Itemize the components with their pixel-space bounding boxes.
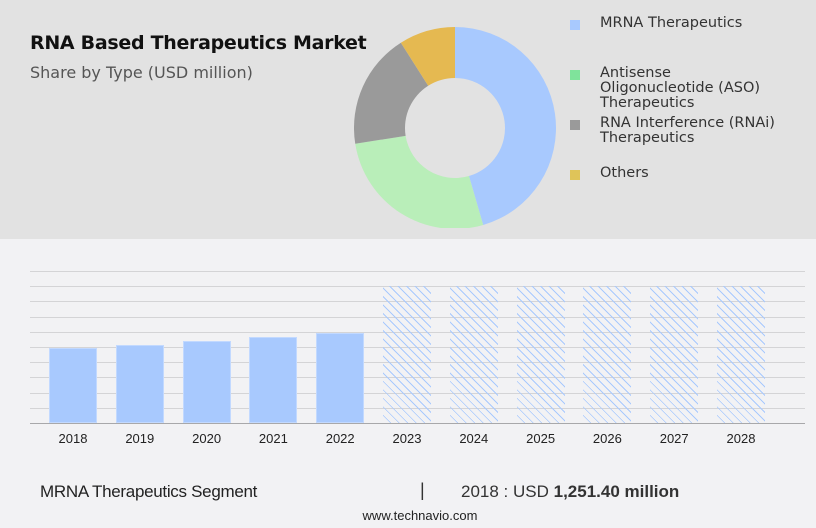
x-tick-label: 2027 [659, 431, 689, 446]
separator: | [420, 480, 425, 500]
bar-chart: 2018 2019 2020 2021 2022 2023 2024 2025 2026 2027… [30, 268, 805, 446]
bar-2019 [115, 345, 164, 423]
donut-chart [354, 27, 556, 228]
legend-swatch [570, 170, 580, 180]
x-tick-label: 2022 [325, 431, 355, 446]
legend-swatch [570, 20, 580, 30]
x-tick-label: 2024 [459, 431, 489, 446]
x-tick-label: 2023 [392, 431, 422, 446]
legend-label: Others [600, 165, 649, 181]
legend-swatch [570, 120, 580, 130]
donut-segment-1 [455, 27, 556, 225]
value-amount: 1,251.40 million [553, 482, 680, 501]
bar-2022 [316, 332, 365, 423]
x-tick-label: 2028 [726, 431, 756, 446]
segment-label: MRNA Therapeutics Segment [40, 482, 258, 501]
bar-2023 [383, 286, 431, 423]
chart-title: RNA Based Therapeutics Market [30, 32, 367, 54]
legend-label: MRNA Therapeutics [600, 15, 743, 31]
bar-2020 [182, 341, 231, 423]
source-url: www.technavio.com [362, 508, 478, 523]
legend-label: RNA Interference (RNAi) Therapeutics [600, 115, 775, 146]
segment-value: 2018 : USD 1,251.40 million [461, 482, 679, 502]
legend-label: Antisense Oligonucleotide (ASO) Therapeu… [600, 65, 761, 111]
bar-2027 [650, 286, 699, 423]
x-tick-label: 2020 [192, 431, 222, 446]
chart-subtitle: Share by Type (USD million) [30, 63, 253, 82]
donut-segment-2 [355, 135, 484, 228]
x-tick-label: 2019 [125, 431, 155, 446]
x-tick-label: 2026 [592, 431, 622, 446]
x-axis [30, 423, 805, 424]
bar-2018 [49, 348, 97, 423]
bar-2026 [583, 286, 632, 423]
value-prefix: 2018 : USD [461, 482, 554, 501]
x-tick-label: 2025 [526, 431, 556, 446]
donut-chart-container [340, 0, 570, 228]
gridline [30, 271, 805, 272]
donut-segment-4 [400, 27, 455, 86]
legend-swatch [570, 70, 580, 80]
x-tick-label: 2021 [258, 431, 288, 446]
donut-segment-3 [354, 42, 429, 144]
x-tick-label: 2018 [58, 431, 88, 446]
bar-2024 [449, 286, 498, 423]
bar-2021 [249, 337, 298, 423]
bar-2028 [717, 286, 765, 423]
bar-2025 [516, 286, 565, 423]
